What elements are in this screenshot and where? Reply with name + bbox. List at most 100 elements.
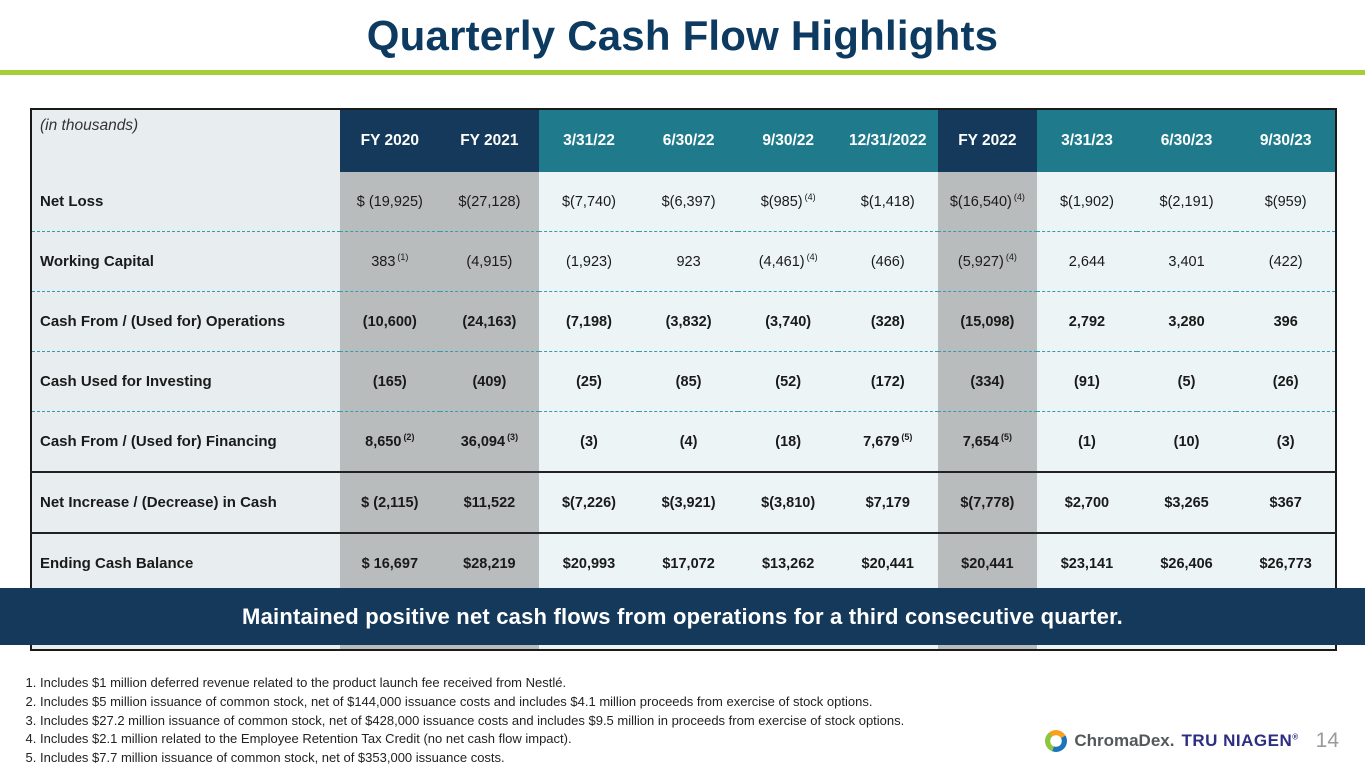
- table-cell: $23,141: [1037, 533, 1137, 594]
- cell-value: 923: [676, 253, 701, 270]
- table-cell: $28,219: [439, 533, 540, 594]
- table-cell: 396: [1236, 291, 1336, 352]
- cell-value: $(7,778): [960, 494, 1015, 511]
- row-label: Cash Used for Investing: [31, 351, 340, 412]
- table-cell: (10,600): [340, 291, 440, 352]
- cell-value: (5,927): [957, 253, 1004, 270]
- chromadex-logo-icon: [1045, 730, 1068, 752]
- footnote-item: Includes $7.7 million issuance of common…: [40, 750, 1190, 766]
- page-title: Quarterly Cash Flow Highlights: [366, 12, 999, 59]
- cell-value: (1,923): [566, 253, 612, 270]
- accent-rule: [0, 70, 1365, 75]
- units-label: (in thousands): [31, 109, 340, 172]
- table-cell: (26): [1236, 351, 1336, 412]
- cell-value: (409): [472, 373, 507, 390]
- footnote-item: Includes $2.1 million related to the Emp…: [40, 731, 1190, 747]
- table-row: Cash From / (Used for) Financing 8,650 (2)…: [31, 411, 1336, 473]
- cell-value: $(16,540): [949, 193, 1012, 210]
- cell-value: 383: [371, 253, 396, 270]
- table-cell: (25): [539, 351, 639, 412]
- table-cell: $11,522: [439, 472, 540, 534]
- highlight-banner: Maintained positive net cash flows from …: [0, 588, 1365, 645]
- table-cell: (18): [738, 411, 838, 473]
- table-cell: 2,644: [1037, 231, 1137, 292]
- cell-value: $367: [1269, 494, 1302, 511]
- table-cell: 7,679 (5): [837, 411, 938, 473]
- cell-value: $(27,128): [458, 193, 521, 210]
- table-cell: 383 (1): [340, 231, 440, 292]
- table-row: Working Capital 383 (1) (4,915) (1,923) 923 (4…: [31, 231, 1336, 292]
- cell-value: (3): [1276, 433, 1295, 450]
- tru-niagen-wordmark: TRU NIAGEN®: [1181, 731, 1298, 751]
- tru-niagen-text: TRU NIAGEN: [1181, 731, 1293, 750]
- table-cell: $ (19,925): [340, 172, 440, 232]
- footnote-ref: (4): [804, 191, 816, 202]
- cell-value: $23,141: [1060, 555, 1114, 572]
- table-cell: $20,993: [539, 533, 639, 594]
- table-cell: (409): [439, 351, 540, 412]
- footnote-ref: (4): [1013, 191, 1025, 202]
- table-cell: 8,650 (2): [340, 411, 440, 473]
- footnote-ref: (3): [507, 431, 519, 442]
- table-cell: $3,265: [1136, 472, 1237, 534]
- cell-value: (328): [870, 313, 905, 330]
- table-cell: 3,280: [1136, 291, 1237, 352]
- cell-value: (15,098): [960, 313, 1015, 330]
- cell-value: $20,993: [562, 555, 616, 572]
- cell-value: (7,198): [566, 313, 612, 330]
- table-cell: $ 16,697: [340, 533, 440, 594]
- table-cell: (328): [837, 291, 938, 352]
- table-cell: (3,740): [738, 291, 838, 352]
- column-header-9-30-22: 9/30/22: [738, 109, 838, 172]
- table-cell: $(2,191): [1136, 172, 1237, 232]
- footnote-ref: (4): [1005, 251, 1017, 262]
- cell-value: (85): [675, 373, 702, 390]
- table-cell: (3): [1236, 411, 1336, 473]
- footnote-ref: (4): [806, 251, 818, 262]
- table-cell: $7,179: [837, 472, 938, 534]
- cell-value: 7,679: [863, 433, 900, 450]
- cell-value: $(1,418): [860, 193, 915, 210]
- cell-value: $(985): [760, 193, 803, 210]
- footnote-ref: (2): [403, 431, 415, 442]
- cell-value: 7,654: [962, 433, 999, 450]
- table-cell: (4,461) (4): [738, 231, 838, 292]
- column-header-6-30-23: 6/30/23: [1136, 109, 1237, 172]
- cell-value: 396: [1273, 313, 1298, 330]
- table-cell: (172): [837, 351, 938, 412]
- table-cell: $(7,778): [937, 472, 1038, 534]
- cash-flow-table-container: (in thousands) FY 2020 FY 2021 3/31/22 6/30…: [30, 108, 1337, 651]
- table-cell: (10): [1136, 411, 1237, 473]
- cell-value: $(6,397): [661, 193, 716, 210]
- cell-value: $20,441: [961, 555, 1014, 572]
- cell-value: (3): [580, 433, 598, 450]
- table-cell: (1,923): [539, 231, 639, 292]
- page-number: 14: [1315, 729, 1339, 752]
- cell-value: $26,773: [1259, 555, 1312, 572]
- cell-value: (334): [970, 373, 1005, 390]
- chromadex-wordmark: ChromaDex.: [1074, 731, 1175, 750]
- table-cell: $(16,540) (4): [937, 172, 1038, 232]
- footnote-item: Includes $27.2 million issuance of commo…: [40, 713, 1190, 729]
- cell-value: (4): [679, 433, 698, 450]
- cell-value: $11,522: [463, 494, 516, 511]
- footnote-ref: (5): [1001, 431, 1012, 442]
- table-cell: (3): [539, 411, 639, 473]
- cell-value: $20,441: [861, 555, 914, 572]
- table-cell: (1): [1037, 411, 1137, 473]
- table-row: Cash From / (Used for) Operations (10,600…: [31, 291, 1336, 352]
- table-cell: (15,098): [937, 291, 1038, 352]
- column-header-3-31-22: 3/31/22: [539, 109, 639, 172]
- cell-value: (422): [1268, 253, 1303, 270]
- table-cell: (5,927) (4): [937, 231, 1038, 292]
- table-cell: $13,262: [738, 533, 838, 594]
- table-cell: $367: [1236, 472, 1336, 534]
- footnote-item: Includes $1 million deferred revenue rel…: [40, 675, 1190, 691]
- table-cell: $(7,226): [539, 472, 639, 534]
- table-cell: (4): [638, 411, 739, 473]
- table-cell: $2,700: [1037, 472, 1137, 534]
- table-header-row: (in thousands) FY 2020 FY 2021 3/31/22 6/30…: [31, 109, 1336, 172]
- table-cell: 7,654 (5): [937, 411, 1038, 473]
- footnote-ref: (1): [397, 251, 409, 262]
- cell-value: (10,600): [362, 313, 417, 330]
